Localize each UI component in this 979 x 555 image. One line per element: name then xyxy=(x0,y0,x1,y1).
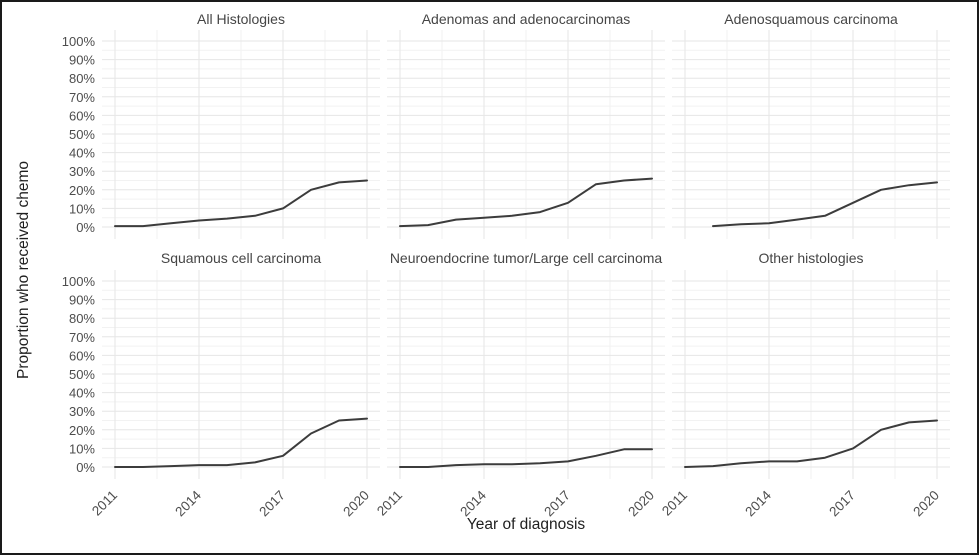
y-tick-label: 60% xyxy=(69,108,95,123)
y-tick-label: 90% xyxy=(69,53,95,68)
y-tick-label: 30% xyxy=(69,164,95,179)
y-tick-label: 40% xyxy=(69,386,95,401)
facet-panel xyxy=(102,270,380,479)
data-line xyxy=(712,181,938,228)
y-tick-label: 0% xyxy=(76,460,95,475)
facet-title: All Histologies xyxy=(197,11,285,27)
y-tick-label: 70% xyxy=(69,330,95,345)
facet-panel xyxy=(102,30,380,239)
x-tick-label: 2020 xyxy=(625,488,657,520)
data-line xyxy=(114,179,368,228)
facet-panel xyxy=(387,30,665,239)
facet-title: Neuroendocrine tumor/Large cell carcinom… xyxy=(389,250,663,266)
x-tick-label: 2014 xyxy=(457,487,489,519)
x-tick-label: 2011 xyxy=(89,488,120,519)
y-tick-label: 70% xyxy=(69,90,95,105)
x-tick-label: 2020 xyxy=(340,488,372,520)
y-tick-label: 50% xyxy=(69,127,95,142)
facet-panel xyxy=(672,270,950,479)
facet-panel xyxy=(672,30,950,239)
x-tick-label: 2020 xyxy=(910,488,942,520)
y-tick-label: 30% xyxy=(69,404,95,419)
data-line xyxy=(399,177,653,228)
y-tick-label: 20% xyxy=(69,183,95,198)
facet-title: Adenosquamous carcinoma xyxy=(724,11,898,27)
data-line xyxy=(114,417,368,468)
facet-title: Adenomas and adenocarcinomas xyxy=(421,11,631,27)
y-tick-label: 100% xyxy=(62,34,96,49)
x-tick-label: 2011 xyxy=(659,488,690,519)
data-line xyxy=(399,448,653,468)
facet-panel xyxy=(387,270,665,479)
data-line xyxy=(684,419,938,468)
facet-row: 0% 10% 20% 30% 40% 50% 60% 70% 80% 90% 100% xyxy=(62,270,950,479)
y-tick-label: 60% xyxy=(69,348,95,363)
x-tick-label: 2014 xyxy=(742,487,774,519)
x-tick-label: 2017 xyxy=(541,488,573,520)
y-tick-label: 0% xyxy=(76,220,95,235)
x-axis-title: Year of diagnosis xyxy=(466,516,586,533)
y-tick-label: 20% xyxy=(69,423,95,438)
y-tick-label: 50% xyxy=(69,367,95,382)
x-axis-tick-strip: 2011 2014 2017 2020 2011 2014 2017 2020 2011 2014… xyxy=(89,487,942,520)
facet-title: Squamous cell carcinoma xyxy=(160,250,322,266)
x-tick-label: 2017 xyxy=(826,488,858,520)
y-tick-label: 80% xyxy=(69,311,95,326)
y-tick-label: 40% xyxy=(69,146,95,161)
facet-title: Other histologies xyxy=(758,250,864,266)
y-tick-label: 90% xyxy=(69,293,95,308)
x-tick-label: 2011 xyxy=(374,488,405,519)
facet-row: 0% 10% 20% 30% 40% 50% 60% 70% 80% 90% 100% xyxy=(62,30,950,239)
y-tick-label: 100% xyxy=(62,274,96,289)
y-tick-label: 10% xyxy=(69,441,95,456)
x-tick-label: 2017 xyxy=(256,488,288,520)
y-tick-label: 10% xyxy=(69,201,95,216)
x-tick-label: 2014 xyxy=(172,487,204,519)
y-tick-label: 80% xyxy=(69,71,95,86)
